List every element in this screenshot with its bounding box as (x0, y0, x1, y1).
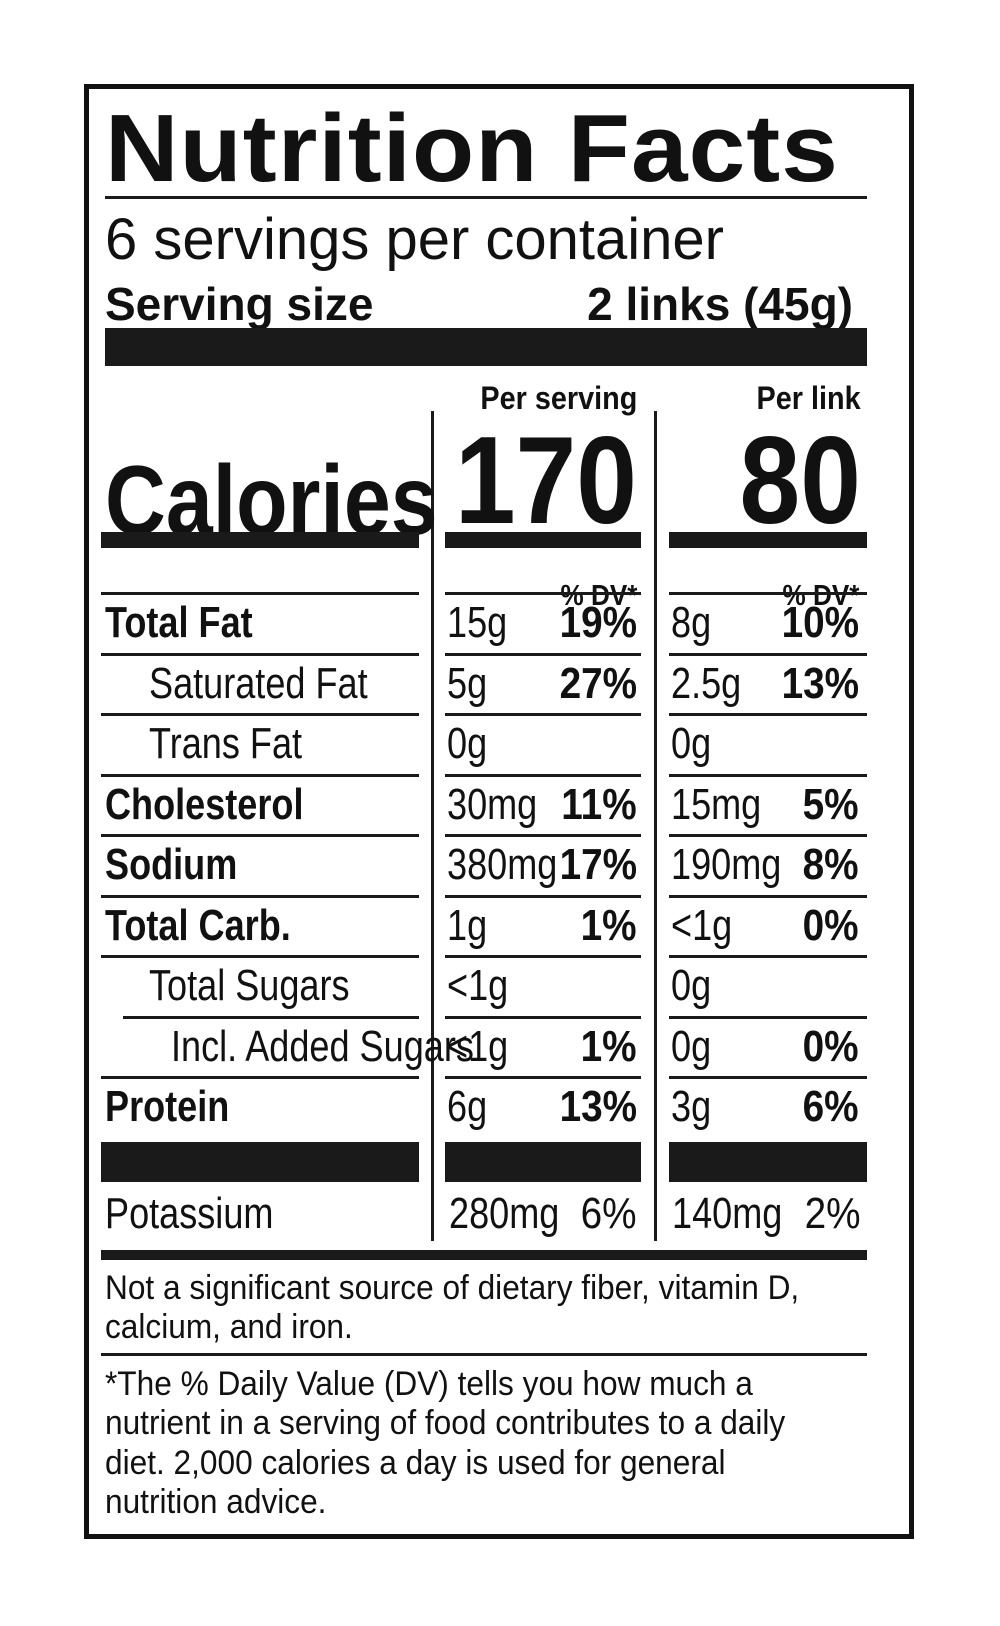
row-rule-name (101, 652, 419, 656)
label-title: Nutrition Facts (105, 95, 839, 202)
column-separator-1 (431, 411, 434, 1241)
serving-size-value: 2 links (45g) (587, 278, 853, 330)
nutrient-link-amount: 0g (671, 1021, 712, 1071)
row-rule-name (101, 592, 419, 595)
title-rule (105, 196, 867, 199)
calories-bar-name (101, 532, 419, 548)
row-rule-serving (445, 894, 641, 898)
thick-divider-top (105, 328, 867, 366)
nutrient-link-amount: 2.5g (671, 658, 742, 708)
calories-bar-link (669, 532, 867, 548)
potassium-link-dv: 2% (805, 1189, 861, 1238)
per-link-heading: Per link (756, 380, 861, 416)
nutrient-link-amount: <1g (671, 900, 733, 950)
row-rule-serving (445, 652, 641, 656)
thick-bar-serving (445, 1142, 641, 1182)
nutrient-serving-amount: <1g (447, 961, 509, 1010)
row-rule-serving (445, 592, 641, 595)
row-rule-serving (445, 955, 641, 958)
nutrient-link-dv: 8% (803, 840, 859, 889)
nutrient-link-dv: 0% (803, 900, 859, 950)
nutrient-link-amount: 15mg (671, 779, 762, 829)
row-rule-serving (445, 1076, 641, 1079)
bottom-divider (101, 1250, 867, 1260)
row-rule-link (669, 652, 867, 656)
nutrient-name: Total Sugars (149, 961, 350, 1010)
row-rule-name (101, 894, 419, 898)
nutrient-serving-dv: 1% (581, 900, 637, 950)
serving-size-label: Serving size (105, 278, 374, 330)
nutrient-name: Total Fat (105, 598, 253, 647)
nutrient-link-amount: 8g (671, 598, 712, 647)
nutrient-serving-dv: 17% (559, 840, 637, 889)
nutrient-link-dv: 5% (803, 779, 859, 829)
dv-heading-serving: % DV* (560, 580, 637, 612)
calories-per-link: 80 (739, 412, 861, 550)
calories-per-serving: 170 (454, 412, 637, 550)
nutrient-serving-dv: 27% (559, 658, 637, 708)
thick-bar-name (101, 1142, 419, 1182)
nutrient-serving-dv: 13% (559, 1082, 637, 1131)
nutrient-name: Sodium (105, 840, 238, 889)
row-rule-name (101, 713, 419, 716)
nutrient-link-amount: 0g (671, 961, 712, 1010)
nutrient-link-dv: 13% (781, 658, 859, 708)
row-rule-link (669, 834, 867, 837)
row-rule-serving (445, 1015, 641, 1019)
row-rule-link (669, 1076, 867, 1079)
nutrient-serving-amount: 30mg (447, 779, 538, 829)
row-rule-name (101, 834, 419, 837)
nutrient-serving-amount: 380mg (447, 840, 558, 889)
nutrient-name: Cholesterol (105, 779, 304, 829)
footnote-daily-value: *The % Daily Value (DV) tells you how mu… (105, 1365, 786, 1522)
potassium-name: Potassium (105, 1189, 274, 1238)
row-rule-serving (445, 713, 641, 716)
nutrient-link-amount: 190mg (671, 840, 782, 889)
nutrient-name: Incl. Added Sugars (171, 1021, 474, 1071)
calories-bar-serving (445, 532, 641, 548)
row-rule-name (101, 1076, 419, 1079)
row-rule-name (101, 773, 419, 777)
row-rule-link (669, 1015, 867, 1019)
row-rule-name (123, 1015, 419, 1019)
nutrient-link-dv: 0% (803, 1021, 859, 1071)
nutrient-name: Protein (105, 1082, 230, 1131)
row-rule-link (669, 773, 867, 777)
per-serving-heading: Per serving (480, 380, 637, 416)
nutrient-serving-dv: 11% (561, 779, 637, 829)
nutrient-serving-amount: 1g (447, 900, 488, 950)
row-rule-name (101, 955, 419, 958)
nutrient-link-dv: 10% (781, 598, 859, 647)
column-separator-2 (654, 411, 657, 1241)
row-rule-serving (445, 773, 641, 777)
dv-heading-link: % DV* (782, 580, 859, 612)
nutrient-name: Total Carb. (105, 900, 291, 950)
nutrient-serving-dv: 19% (559, 598, 637, 647)
row-rule-link (669, 894, 867, 898)
nutrient-link-amount: 0g (671, 719, 712, 768)
row-rule-serving (445, 834, 641, 837)
row-rule-link (669, 955, 867, 958)
thick-bar-link (669, 1142, 867, 1182)
nutrition-facts-label: Nutrition Facts 6 servings per container… (84, 84, 914, 1539)
potassium-link-amount: 140mg (672, 1189, 783, 1238)
footnote-not-significant: Not a significant source of dietary fibe… (105, 1269, 800, 1347)
row-rule-link (669, 713, 867, 716)
nutrient-link-dv: 6% (803, 1082, 859, 1131)
nutrient-serving-dv: 1% (581, 1021, 637, 1071)
row-rule-link (669, 592, 867, 595)
potassium-serving-amount: 280mg (449, 1189, 560, 1238)
nutrient-serving-amount: 15g (447, 598, 508, 647)
nutrient-name: Saturated Fat (149, 658, 368, 708)
servings-per-container: 6 servings per container (105, 207, 724, 272)
nutrient-serving-amount: 6g (447, 1082, 488, 1131)
nutrient-serving-amount: 0g (447, 719, 488, 768)
potassium-serving-dv: 6% (581, 1189, 637, 1238)
nutrient-link-amount: 3g (671, 1082, 712, 1131)
nutrient-name: Trans Fat (149, 719, 303, 768)
nutrient-serving-amount: <1g (447, 1021, 509, 1071)
nutrient-serving-amount: 5g (447, 658, 488, 708)
footnote-rule (101, 1353, 867, 1356)
